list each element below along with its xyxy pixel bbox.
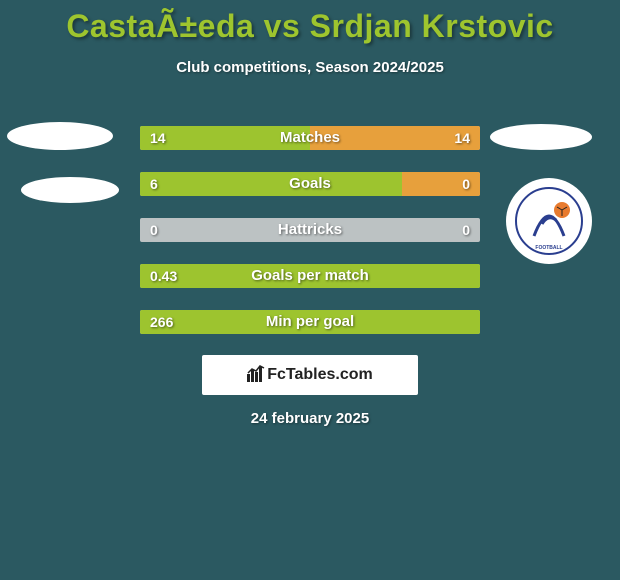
bar-goals: 6 Goals 0 [140,172,480,196]
comparison-bars: 14 Matches 14 6 Goals 0 0 Hattricks 0 0.… [140,126,480,356]
subtitle: Club competitions, Season 2024/2025 [0,59,620,76]
club-logo-icon: FOOTBALL [514,186,584,256]
bar-value-right: 0 [462,218,470,242]
footer-logo[interactable]: FcTables.com [202,355,418,395]
svg-text:FOOTBALL: FOOTBALL [535,245,562,251]
right-club-badge: FOOTBALL [506,178,592,264]
left-player-badge-2 [21,177,119,203]
bar-min-per-goal: 266 Min per goal [140,310,480,334]
bar-goals-per-match: 0.43 Goals per match [140,264,480,288]
right-player-badge-1 [490,124,592,150]
bar-label: Min per goal [140,310,480,334]
bar-value-right: 14 [454,126,470,150]
bar-matches: 14 Matches 14 [140,126,480,150]
bar-hattricks: 0 Hattricks 0 [140,218,480,242]
bar-label: Goals [140,172,480,196]
bar-value-right: 0 [462,172,470,196]
bar-label: Matches [140,126,480,150]
comparison-card: CastaÃ±eda vs Srdjan Krstovic Club compe… [0,0,620,580]
bar-label: Goals per match [140,264,480,288]
fctables-chart-icon [247,364,267,387]
footer-logo-text: FcTables.com [267,366,373,384]
bar-label: Hattricks [140,218,480,242]
left-player-badge-1 [7,122,113,150]
page-title: CastaÃ±eda vs Srdjan Krstovic [0,0,620,45]
report-date: 24 february 2025 [0,410,620,427]
